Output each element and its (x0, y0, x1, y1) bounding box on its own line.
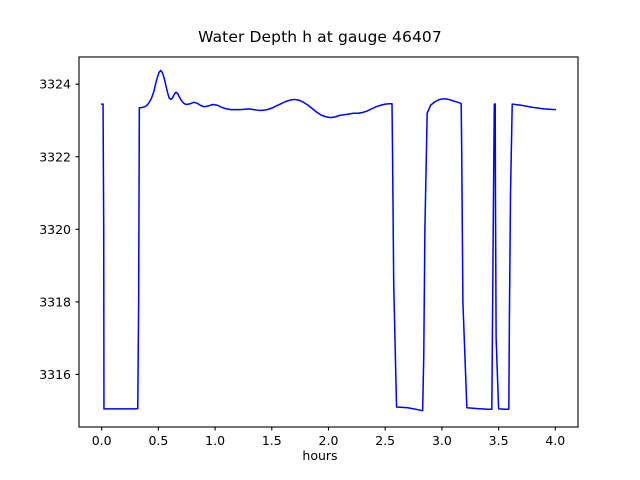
plot-frame (78, 56, 579, 428)
x-axis-label: hours (302, 448, 338, 463)
axes-spines (78, 56, 579, 428)
x-axis-ticks: 0.0 0.5 1.0 1.5 2.0 2.5 3.0 3.5 4.0 (92, 427, 565, 448)
y-tick-label: 3320 (39, 222, 71, 237)
x-tick-label: 4.0 (545, 433, 565, 448)
x-tick-label: 2.5 (375, 433, 395, 448)
y-tick-label: 3322 (39, 149, 71, 164)
y-tick-label: 3324 (39, 77, 71, 92)
x-tick-label: 1.0 (205, 433, 225, 448)
chart-title: Water Depth h at gauge 46407 (198, 28, 442, 46)
x-tick-label: 2.0 (319, 433, 339, 448)
y-tick-label: 3318 (39, 294, 71, 309)
data-line-h (100, 69, 557, 412)
x-tick-label: 1.5 (262, 433, 282, 448)
x-tick-label: 3.0 (432, 433, 452, 448)
x-tick-label: 0.0 (92, 433, 112, 448)
x-tick-label: 3.5 (489, 433, 509, 448)
y-axis-ticks: 3316 3318 3320 3322 3324 (39, 77, 79, 382)
data-series-group (100, 69, 557, 412)
y-tick-label: 3316 (39, 367, 71, 382)
x-tick-label: 0.5 (148, 433, 168, 448)
